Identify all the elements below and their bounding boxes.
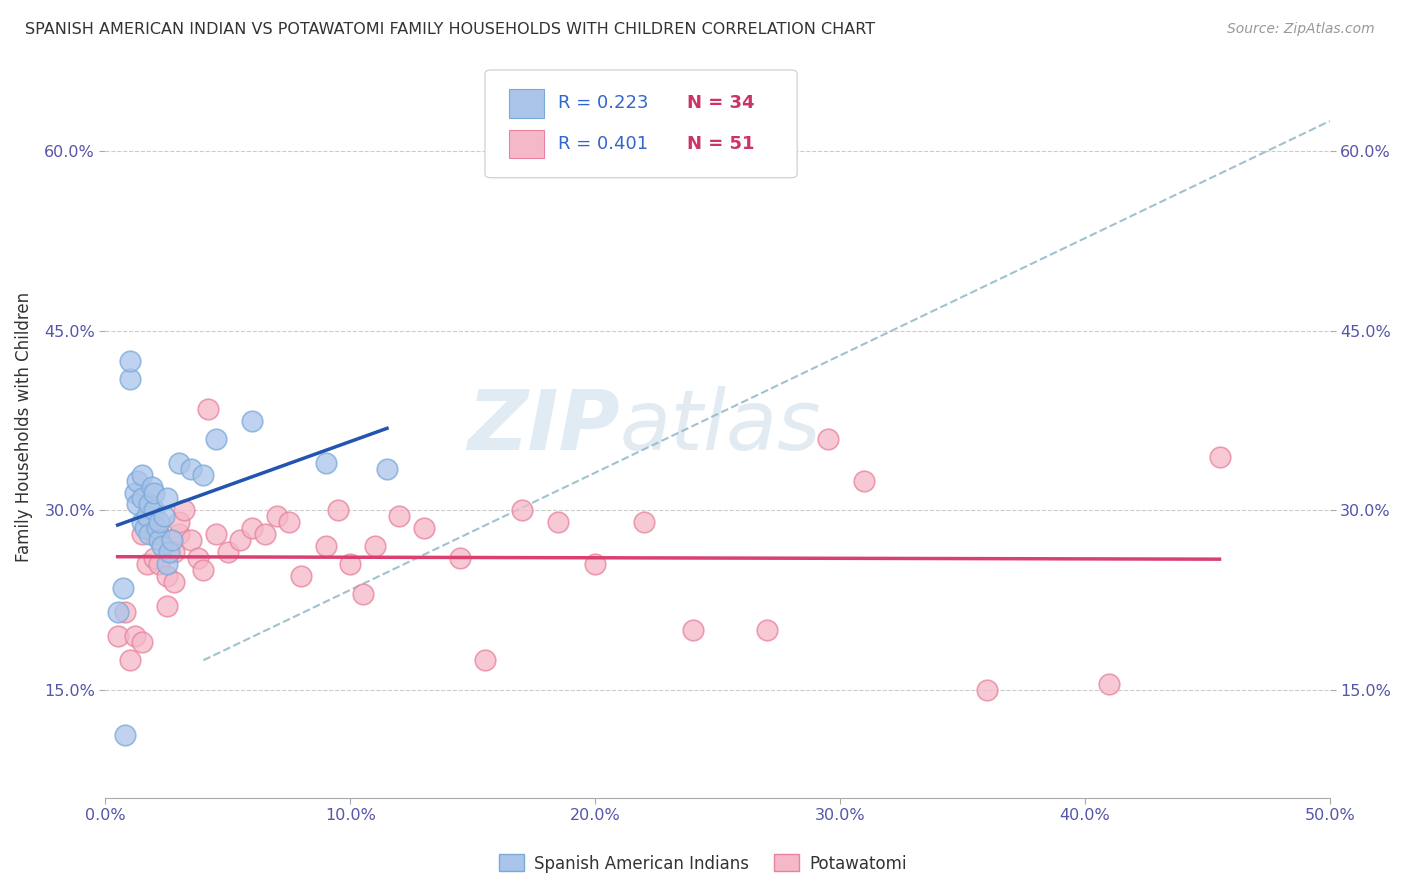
- Point: [141, 479, 163, 493]
- Point: [326, 503, 349, 517]
- Y-axis label: Family Households with Children: Family Households with Children: [15, 292, 32, 562]
- FancyBboxPatch shape: [509, 89, 544, 118]
- Point: [204, 432, 226, 446]
- Point: [315, 456, 337, 470]
- Text: SPANISH AMERICAN INDIAN VS POTAWATOMI FAMILY HOUSEHOLDS WITH CHILDREN CORRELATIO: SPANISH AMERICAN INDIAN VS POTAWATOMI FA…: [25, 22, 876, 37]
- Point: [138, 509, 160, 524]
- Text: N = 34: N = 34: [688, 95, 755, 112]
- Point: [136, 558, 159, 572]
- Point: [253, 527, 276, 541]
- Point: [173, 503, 195, 517]
- Point: [817, 432, 839, 446]
- Point: [290, 569, 312, 583]
- Point: [131, 635, 153, 649]
- Point: [150, 540, 173, 554]
- Point: [976, 683, 998, 698]
- Point: [583, 558, 606, 572]
- Point: [131, 467, 153, 482]
- Point: [131, 516, 153, 530]
- Point: [682, 624, 704, 638]
- Point: [107, 605, 129, 619]
- Point: [124, 485, 146, 500]
- Point: [138, 527, 160, 541]
- Point: [755, 624, 778, 638]
- Point: [193, 563, 215, 577]
- Point: [266, 509, 288, 524]
- Point: [240, 521, 263, 535]
- Point: [352, 587, 374, 601]
- Point: [131, 491, 153, 506]
- Point: [853, 474, 876, 488]
- Point: [339, 558, 361, 572]
- Point: [412, 521, 434, 535]
- Text: R = 0.223: R = 0.223: [558, 95, 650, 112]
- Point: [163, 575, 186, 590]
- Point: [107, 629, 129, 643]
- Point: [278, 516, 301, 530]
- Point: [138, 498, 160, 512]
- Point: [143, 503, 166, 517]
- Point: [217, 545, 239, 559]
- Point: [153, 509, 176, 524]
- Point: [148, 533, 170, 548]
- Point: [143, 485, 166, 500]
- Text: Source: ZipAtlas.com: Source: ZipAtlas.com: [1227, 22, 1375, 37]
- Point: [375, 461, 398, 475]
- Point: [127, 474, 149, 488]
- Point: [160, 533, 183, 548]
- Point: [124, 629, 146, 643]
- Point: [167, 456, 190, 470]
- Point: [180, 461, 202, 475]
- Point: [118, 353, 141, 368]
- Point: [167, 516, 190, 530]
- Point: [167, 527, 190, 541]
- Point: [148, 516, 170, 530]
- Point: [364, 540, 387, 554]
- Legend: Spanish American Indians, Potawatomi: Spanish American Indians, Potawatomi: [492, 847, 914, 880]
- Point: [118, 653, 141, 667]
- Point: [156, 569, 179, 583]
- Point: [163, 545, 186, 559]
- Point: [240, 414, 263, 428]
- Point: [111, 582, 134, 596]
- Text: ZIP: ZIP: [467, 386, 620, 467]
- Point: [1098, 677, 1121, 691]
- Text: atlas: atlas: [620, 386, 821, 467]
- Point: [146, 521, 169, 535]
- Point: [114, 605, 136, 619]
- Point: [156, 558, 179, 572]
- Point: [510, 503, 533, 517]
- Point: [156, 599, 179, 614]
- Point: [136, 509, 159, 524]
- Point: [449, 551, 471, 566]
- Text: N = 51: N = 51: [688, 136, 755, 153]
- Point: [143, 527, 166, 541]
- FancyBboxPatch shape: [509, 130, 544, 159]
- Point: [474, 653, 496, 667]
- Point: [388, 509, 411, 524]
- Point: [204, 527, 226, 541]
- Point: [547, 516, 569, 530]
- Point: [148, 558, 170, 572]
- Point: [127, 498, 149, 512]
- Point: [193, 467, 215, 482]
- Point: [157, 545, 180, 559]
- Point: [197, 401, 219, 416]
- Point: [118, 372, 141, 386]
- Point: [315, 540, 337, 554]
- Point: [134, 521, 156, 535]
- Point: [114, 727, 136, 741]
- Point: [143, 551, 166, 566]
- FancyBboxPatch shape: [485, 70, 797, 178]
- Text: R = 0.401: R = 0.401: [558, 136, 648, 153]
- Point: [148, 527, 170, 541]
- Point: [1208, 450, 1230, 464]
- Point: [633, 516, 655, 530]
- Point: [131, 527, 153, 541]
- Point: [156, 491, 179, 506]
- Point: [187, 551, 209, 566]
- Point: [229, 533, 252, 548]
- Point: [180, 533, 202, 548]
